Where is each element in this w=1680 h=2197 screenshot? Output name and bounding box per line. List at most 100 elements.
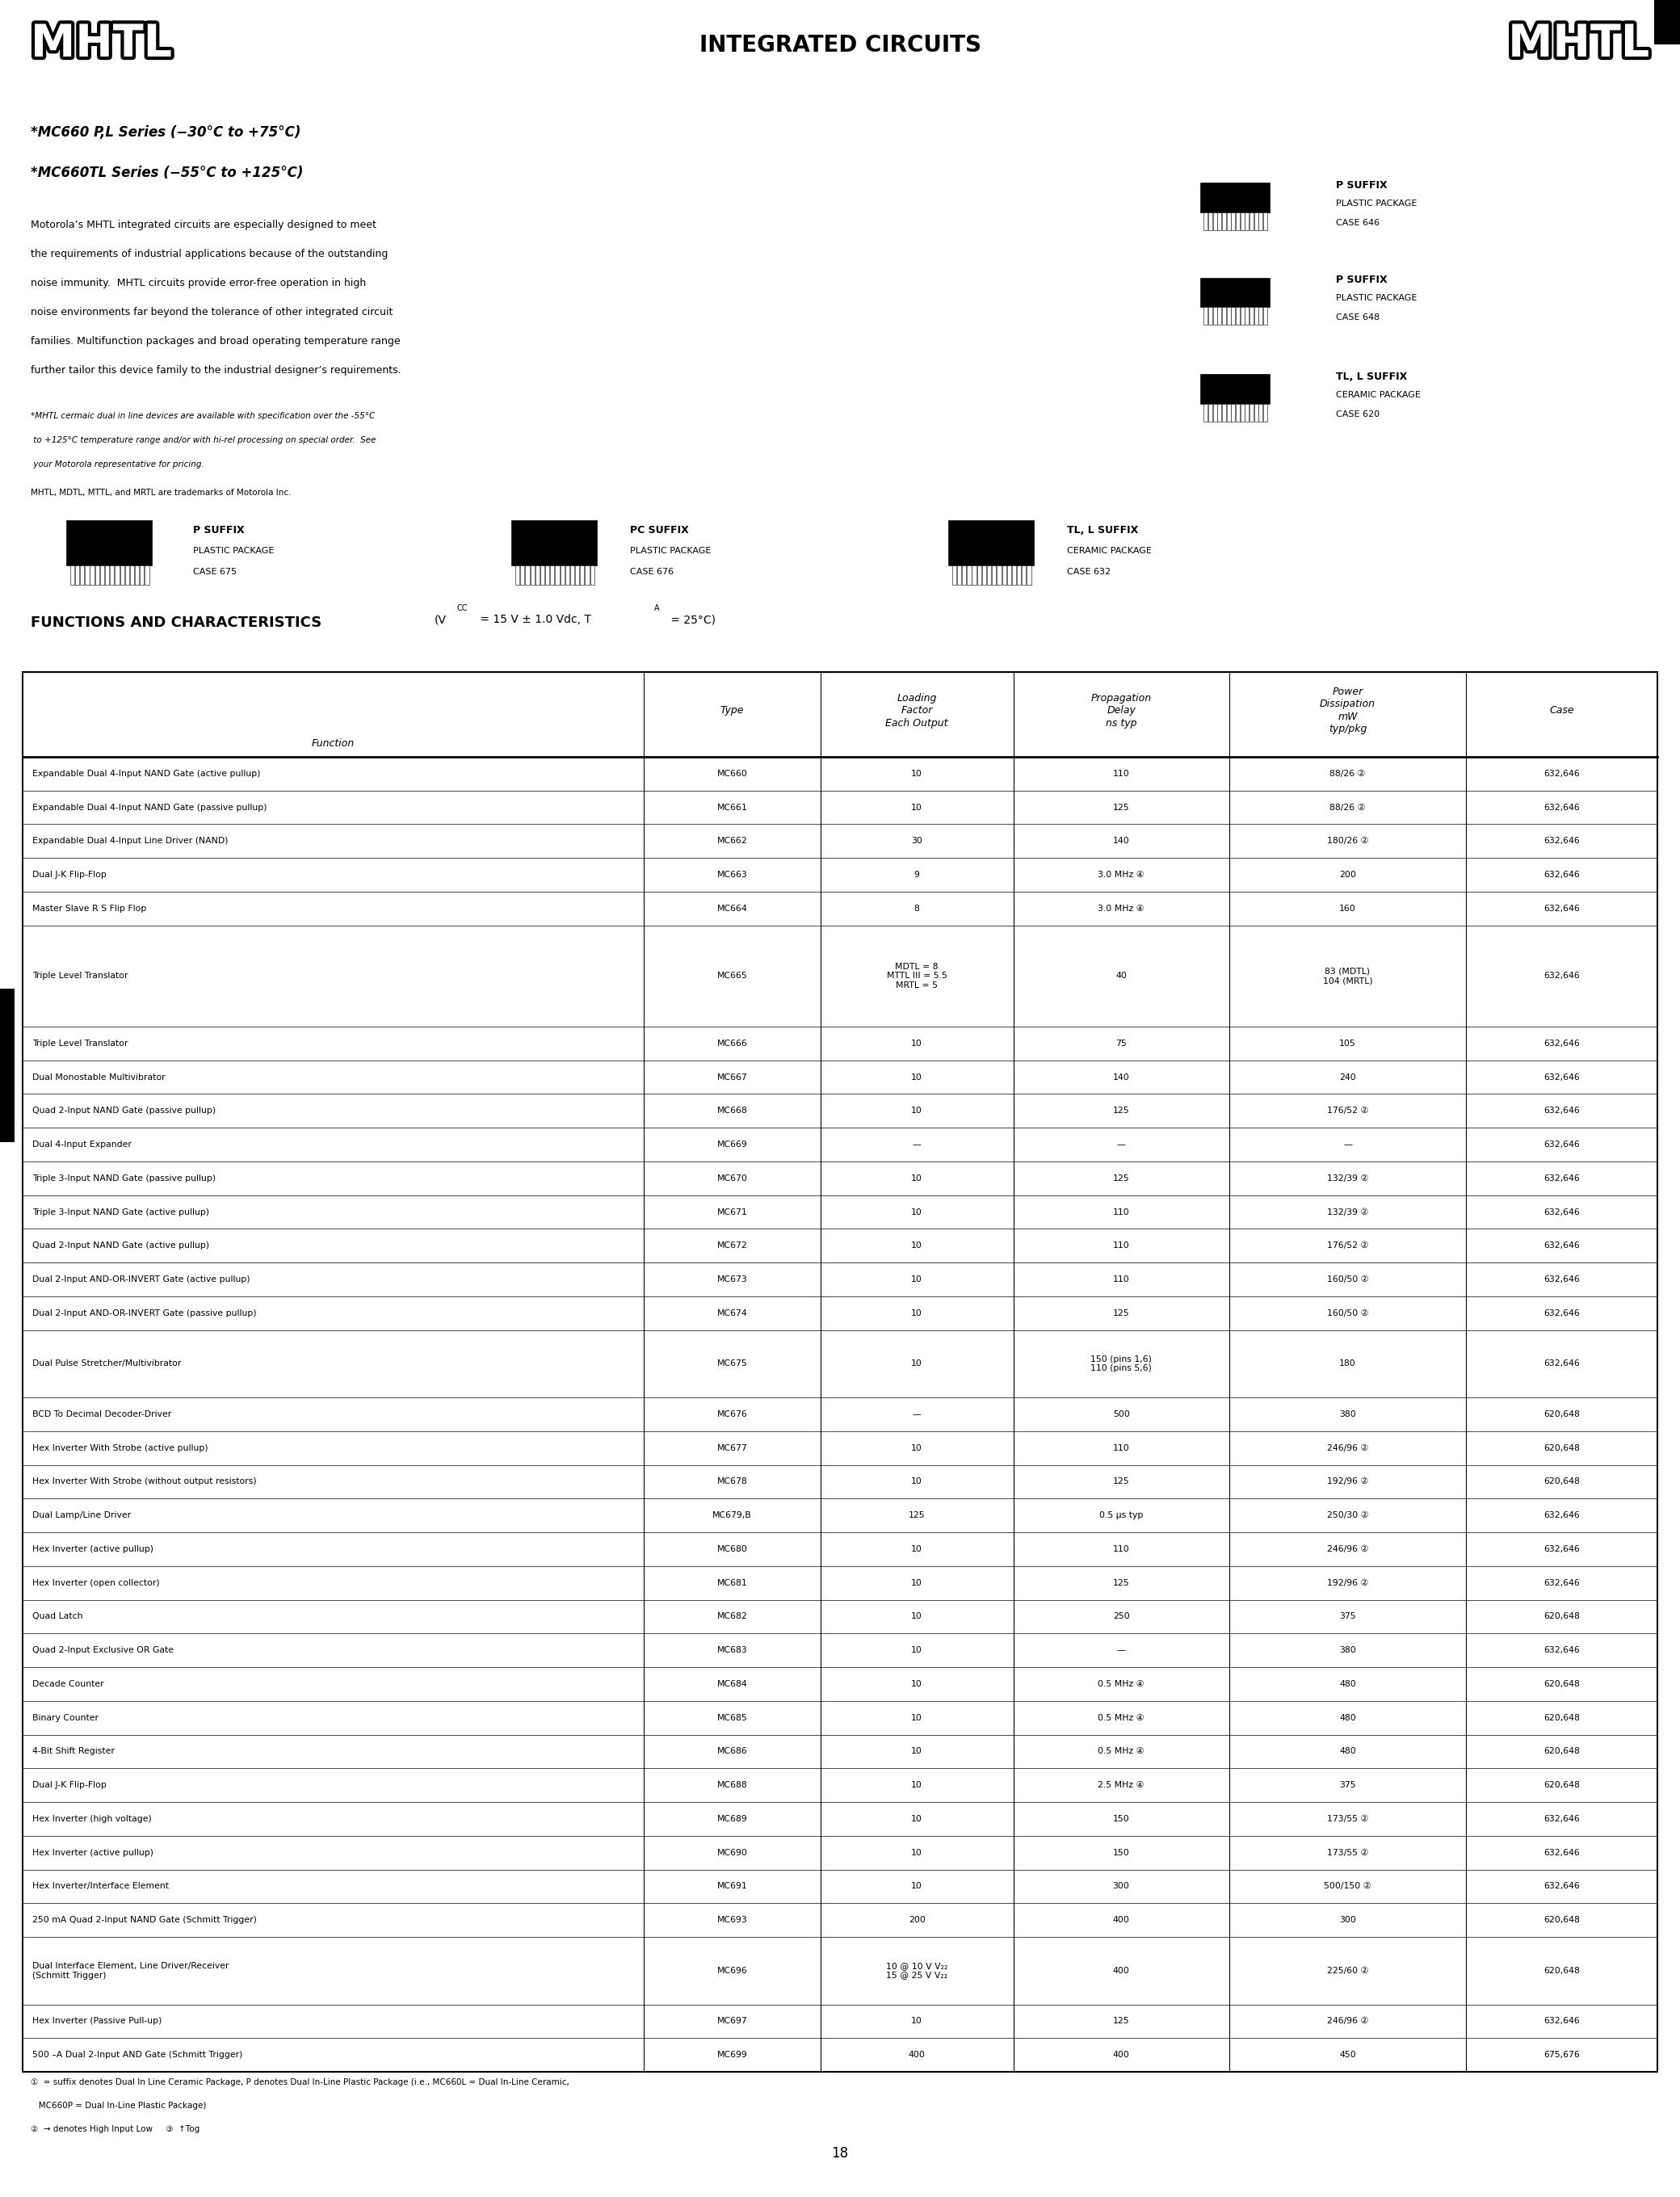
Bar	[526, 565, 529, 584]
Text: BCD To Decimal Decoder-Driver: BCD To Decimal Decoder-Driver	[32, 1410, 171, 1419]
Text: INTEGRATED CIRCUITS: INTEGRATED CIRCUITS	[699, 33, 981, 57]
Text: 176/52 ②: 176/52 ②	[1327, 1241, 1368, 1250]
Text: 632,646: 632,646	[1544, 1208, 1579, 1217]
Text: Loading
Factor
Each Output: Loading Factor Each Output	[885, 692, 948, 727]
Text: Triple 3-Input NAND Gate (passive pullup): Triple 3-Input NAND Gate (passive pullup…	[32, 1173, 215, 1182]
Bar	[1250, 308, 1253, 325]
Bar	[536, 565, 539, 584]
Text: 632,646: 632,646	[1544, 1309, 1579, 1318]
Text: 88/26 ②: 88/26 ②	[1329, 804, 1366, 811]
Text: Motorola’s MHTL integrated circuits are especially designed to meet: Motorola’s MHTL integrated circuits are …	[30, 220, 376, 231]
Text: 10 @ 10 V V₂₂
15 @ 25 V V₂₂: 10 @ 10 V V₂₂ 15 @ 25 V V₂₂	[885, 1962, 948, 1979]
Bar	[1226, 308, 1230, 325]
Text: Quad 2-Input NAND Gate (active pullup): Quad 2-Input NAND Gate (active pullup)	[32, 1241, 210, 1250]
Text: TL, L SUFFIX: TL, L SUFFIX	[1067, 525, 1137, 536]
Text: 400: 400	[909, 2052, 926, 2059]
Text: PC SUFFIX: PC SUFFIX	[630, 525, 689, 536]
Text: Triple Level Translator: Triple Level Translator	[32, 1039, 128, 1048]
Text: MC688: MC688	[717, 1782, 748, 1788]
Text: Propagation
Delay
ns typ: Propagation Delay ns typ	[1090, 692, 1151, 727]
Text: 105: 105	[1339, 1039, 1356, 1048]
Text: *MC660TL Series (−55°C to +125°C): *MC660TL Series (−55°C to +125°C)	[30, 165, 304, 180]
Bar	[958, 565, 961, 584]
Text: 192/96 ②: 192/96 ②	[1327, 1580, 1368, 1586]
Text: 110: 110	[1112, 1208, 1129, 1217]
Text: 125: 125	[909, 1512, 926, 1520]
Text: 632,646: 632,646	[1544, 804, 1579, 811]
Bar	[1218, 308, 1221, 325]
Text: 40: 40	[1116, 971, 1127, 980]
Text: 632,646: 632,646	[1544, 1512, 1579, 1520]
Text: 10: 10	[911, 1479, 922, 1485]
Bar	[1208, 308, 1213, 325]
Bar	[1245, 213, 1248, 231]
Bar	[119, 565, 124, 584]
Text: 125: 125	[1112, 804, 1129, 811]
Text: Expandable Dual 4-Input NAND Gate (active pullup): Expandable Dual 4-Input NAND Gate (activ…	[32, 769, 260, 778]
Text: MC675: MC675	[717, 1360, 748, 1369]
Text: MC696: MC696	[717, 1966, 748, 1975]
Text: 10: 10	[911, 1681, 922, 1687]
Text: P SUFFIX: P SUFFIX	[1336, 275, 1388, 286]
Text: MC660P = Dual In-Line Plastic Package): MC660P = Dual In-Line Plastic Package)	[30, 2103, 207, 2109]
Text: 125: 125	[1112, 1107, 1129, 1114]
Text: CERAMIC PACKAGE: CERAMIC PACKAGE	[1336, 391, 1420, 400]
Text: Hex Inverter (high voltage): Hex Inverter (high voltage)	[32, 1815, 151, 1824]
Bar	[590, 565, 595, 584]
Text: 88/26 ②: 88/26 ②	[1329, 769, 1366, 778]
Bar	[1213, 308, 1216, 325]
Text: MC661: MC661	[717, 804, 748, 811]
Bar	[1655, 0, 1680, 44]
Bar	[0, 989, 15, 1142]
Text: ①  = suffix denotes Dual In Line Ceramic Package, P denotes Dual In-Line Plastic: ① = suffix denotes Dual In Line Ceramic …	[30, 2078, 570, 2087]
Bar	[1255, 213, 1258, 231]
Text: 620,648: 620,648	[1544, 1613, 1579, 1621]
Text: 10: 10	[911, 1714, 922, 1722]
Text: 380: 380	[1339, 1646, 1356, 1654]
Text: MC683: MC683	[717, 1646, 748, 1654]
Text: 8: 8	[914, 905, 919, 912]
Text: 632,646: 632,646	[1544, 1360, 1579, 1369]
Text: 4-Bit Shift Register: 4-Bit Shift Register	[32, 1747, 114, 1755]
Text: Dual Lamp/Line Driver: Dual Lamp/Line Driver	[32, 1512, 131, 1520]
Text: 125: 125	[1112, 1479, 1129, 1485]
Text: 620,648: 620,648	[1544, 1916, 1579, 1925]
Text: 10: 10	[911, 1443, 922, 1452]
Bar	[1231, 308, 1235, 325]
Text: Power
Dissipation
mW
typ/pkg: Power Dissipation mW typ/pkg	[1320, 685, 1376, 734]
Text: 110: 110	[1112, 769, 1129, 778]
Text: MC671: MC671	[717, 1208, 748, 1217]
Text: 10: 10	[911, 2017, 922, 2026]
Text: P SUFFIX: P SUFFIX	[1336, 180, 1388, 191]
Bar	[1213, 213, 1216, 231]
Text: Triple 3-Input NAND Gate (active pullup): Triple 3-Input NAND Gate (active pullup)	[32, 1208, 210, 1217]
Bar	[139, 565, 144, 584]
Text: 2.5 MHz ④: 2.5 MHz ④	[1099, 1782, 1144, 1788]
Bar	[1245, 308, 1248, 325]
Text: 632,646: 632,646	[1544, 1173, 1579, 1182]
Text: MC662: MC662	[717, 837, 748, 846]
Text: —: —	[1344, 1140, 1352, 1149]
Bar	[559, 565, 564, 584]
Text: 18: 18	[832, 2146, 848, 2160]
Text: 110: 110	[1112, 1544, 1129, 1553]
Text: Dual Pulse Stretcher/Multivibrator: Dual Pulse Stretcher/Multivibrator	[32, 1360, 181, 1369]
Text: 30: 30	[911, 837, 922, 846]
Text: 620,648: 620,648	[1544, 1966, 1579, 1975]
Bar	[1255, 404, 1258, 422]
Text: 632,646: 632,646	[1544, 769, 1579, 778]
Bar	[988, 565, 991, 584]
Text: CERAMIC PACKAGE: CERAMIC PACKAGE	[1067, 547, 1151, 556]
Bar	[1218, 404, 1221, 422]
Text: Dual J-K Flip-Flop: Dual J-K Flip-Flop	[32, 1782, 106, 1788]
Text: PLASTIC PACKAGE: PLASTIC PACKAGE	[193, 547, 274, 556]
Text: MHTL: MHTL	[1509, 22, 1650, 66]
Text: MC679,B: MC679,B	[712, 1512, 751, 1520]
Text: 632,646: 632,646	[1544, 870, 1579, 879]
Bar	[1250, 404, 1253, 422]
Text: 10: 10	[911, 1747, 922, 1755]
Text: CASE 632: CASE 632	[1067, 567, 1110, 576]
Text: 160: 160	[1339, 905, 1356, 912]
Bar	[1021, 565, 1026, 584]
Bar	[1258, 308, 1263, 325]
